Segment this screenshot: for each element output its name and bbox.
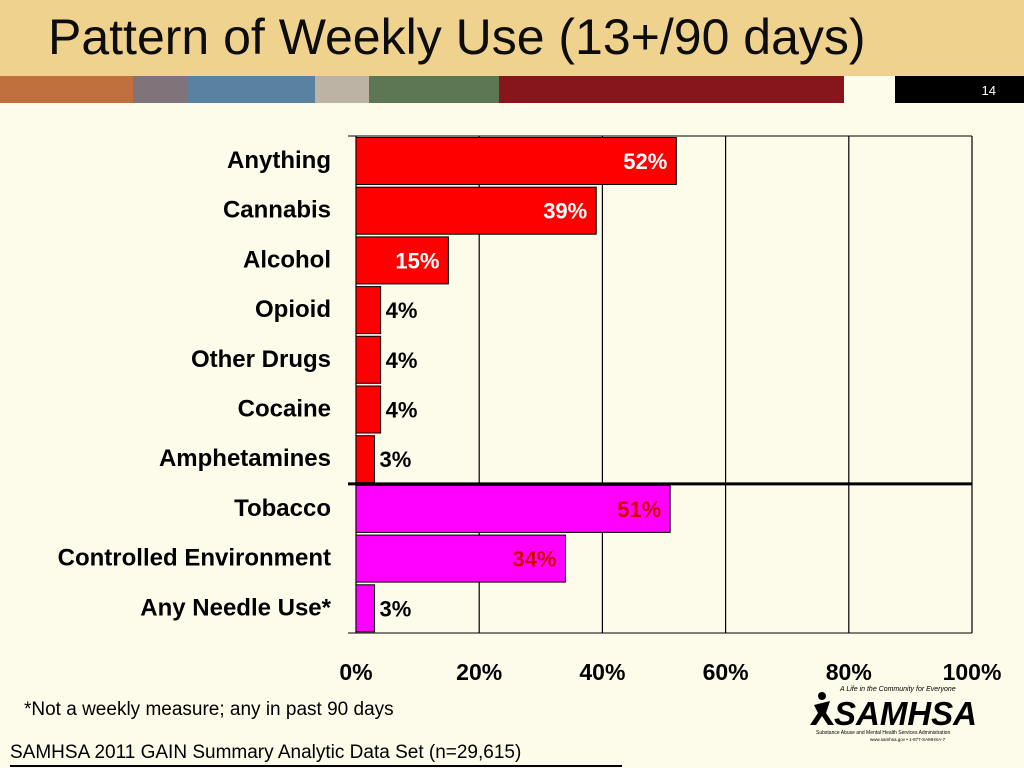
- category-label: Cocaine: [238, 396, 331, 423]
- stripe-segment: [133, 76, 187, 103]
- logo-subtitle: Substance Abuse and Mental Health Servic…: [816, 730, 950, 736]
- footnote: *Not a weekly measure; any in past 90 da…: [24, 699, 394, 720]
- logo-name: SAMHSA: [834, 695, 977, 732]
- tick-label: 100%: [943, 659, 1002, 685]
- data-label: 52%: [623, 149, 667, 174]
- color-stripe: 14: [0, 76, 1024, 103]
- bar: [355, 534, 566, 583]
- category-label: Controlled Environment: [58, 545, 331, 572]
- bar: [355, 584, 375, 633]
- tick-label: 60%: [703, 659, 749, 685]
- bar: [355, 435, 375, 484]
- tick-label: 40%: [579, 659, 625, 685]
- bar: [355, 137, 677, 185]
- slide-number: 14: [895, 76, 1024, 103]
- category-label: Opioid: [255, 296, 331, 323]
- logo-tagline: A Life in the Community for Everyone: [839, 686, 956, 693]
- logo-contact: www.samhsa.gov • 1-877-SAMHSA-7: [870, 737, 946, 742]
- category-label: Cannabis: [223, 197, 331, 224]
- bar: [355, 335, 382, 384]
- category-label: Alcohol: [243, 246, 331, 273]
- tick-label: 20%: [456, 659, 502, 685]
- data-label: 39%: [543, 199, 587, 224]
- category-label: Amphetamines: [159, 445, 331, 472]
- category-label: Other Drugs: [191, 346, 331, 373]
- bar: [355, 186, 597, 235]
- category-label: Anything: [227, 147, 331, 174]
- stripe-segment: [499, 76, 844, 103]
- data-label: 51%: [617, 497, 661, 522]
- category-labels: Anything Cannabis Alcohol Opioid Other Drugs…: [58, 147, 332, 621]
- data-label: 4%: [386, 348, 418, 373]
- bar: [355, 286, 382, 335]
- bar: [355, 236, 449, 285]
- data-label: 3%: [379, 596, 411, 621]
- data-label: 34%: [512, 547, 556, 572]
- bars-layer: 52% 39% 15% 4% 4% 4% 3% 51% 34% 3%: [355, 137, 677, 633]
- stripe-segment: [369, 76, 499, 103]
- stripe-segment: [0, 76, 133, 103]
- stripe-segment: [315, 76, 369, 103]
- data-label: 4%: [386, 298, 418, 323]
- source-underline: [10, 765, 622, 767]
- slide-title: Pattern of Weekly Use (13+/90 days): [48, 9, 866, 65]
- bar-chart: 52% 39% 15% 4% 4% 4% 3% 51% 34% 3% Anything Cannab…: [58, 135, 1001, 685]
- bar: [355, 484, 671, 533]
- source-citation: SAMHSA 2011 GAIN Summary Analytic Data S…: [10, 742, 522, 763]
- category-label: Any Needle Use*: [140, 594, 331, 621]
- samhsa-logo: A Life in the Community for Everyone SAM…: [810, 686, 977, 742]
- tick-label: 80%: [826, 659, 872, 685]
- data-label: 4%: [386, 398, 418, 423]
- slide-header: Pattern of Weekly Use (13+/90 days): [0, 0, 1024, 76]
- category-label: Tobacco: [234, 495, 331, 522]
- data-label: 15%: [395, 248, 439, 273]
- stripe-segment: [187, 76, 315, 103]
- tick-labels: 0% 20% 40% 60% 80% 100%: [339, 659, 1001, 685]
- bar: [355, 385, 382, 434]
- stripe-segment: [844, 76, 895, 103]
- tick-label: 0%: [339, 659, 372, 685]
- data-label: 3%: [379, 447, 411, 472]
